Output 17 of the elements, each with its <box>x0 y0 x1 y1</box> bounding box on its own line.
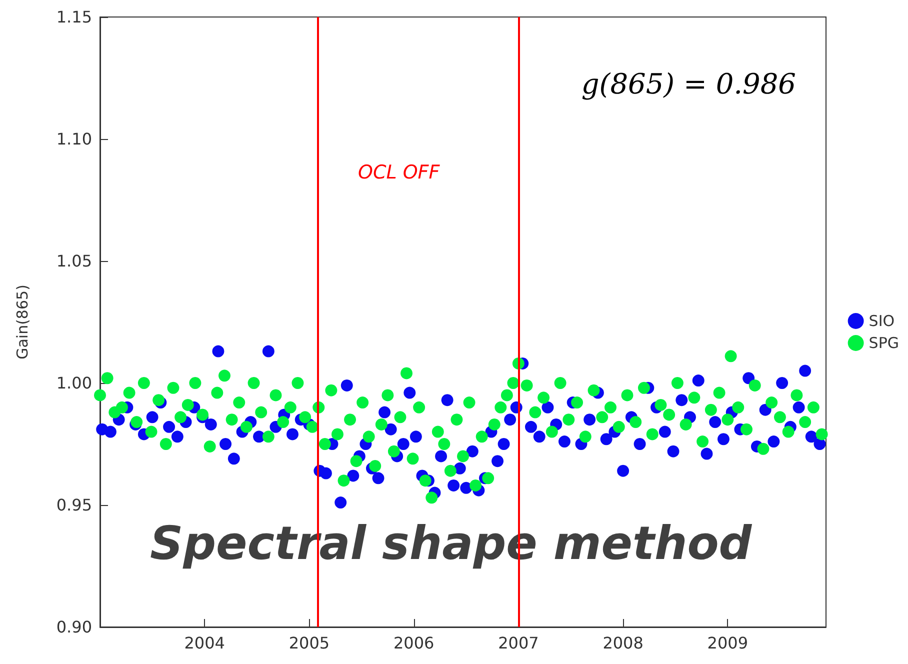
x-tick-label: 2007 <box>498 634 539 652</box>
legend-label: SIO <box>868 312 895 330</box>
y-tick-label: 0.95 <box>56 496 92 514</box>
x-tick-label: 2006 <box>393 634 434 652</box>
x-tick-label: 2005 <box>288 634 330 652</box>
y-tick-label: 1.05 <box>56 252 92 270</box>
y-tick-label: 0.90 <box>56 618 92 636</box>
x-tick-label: 2009 <box>707 634 748 652</box>
y-axis-title: Gain(865) <box>14 284 32 360</box>
x-tick-label: 2004 <box>184 634 225 652</box>
y-tick-label: 1.15 <box>56 8 92 26</box>
legend-label: SPG <box>868 334 900 352</box>
x-tick-label: 2008 <box>602 634 644 652</box>
y-tick-label: 1.10 <box>56 130 92 148</box>
annotation: OCL OFF <box>358 162 441 184</box>
y-tick-label: 1.00 <box>56 374 92 392</box>
annotation: g(865) = 0.986 <box>581 68 796 100</box>
